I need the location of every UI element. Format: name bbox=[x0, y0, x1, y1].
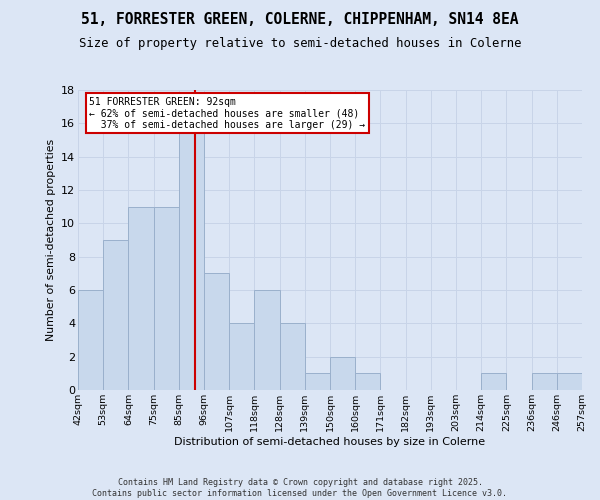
Bar bbox=[532, 374, 557, 390]
Bar bbox=[280, 324, 305, 390]
Bar bbox=[103, 240, 128, 390]
Text: 51 FORRESTER GREEN: 92sqm
← 62% of semi-detached houses are smaller (48)
  37% o: 51 FORRESTER GREEN: 92sqm ← 62% of semi-… bbox=[89, 96, 365, 130]
Bar bbox=[179, 124, 204, 390]
Bar bbox=[128, 206, 154, 390]
Y-axis label: Number of semi-detached properties: Number of semi-detached properties bbox=[46, 139, 56, 341]
X-axis label: Distribution of semi-detached houses by size in Colerne: Distribution of semi-detached houses by … bbox=[175, 436, 485, 446]
Bar bbox=[154, 206, 179, 390]
Bar bbox=[204, 274, 229, 390]
Text: 51, FORRESTER GREEN, COLERNE, CHIPPENHAM, SN14 8EA: 51, FORRESTER GREEN, COLERNE, CHIPPENHAM… bbox=[81, 12, 519, 28]
Bar bbox=[229, 324, 254, 390]
Text: Contains HM Land Registry data © Crown copyright and database right 2025.
Contai: Contains HM Land Registry data © Crown c… bbox=[92, 478, 508, 498]
Bar bbox=[305, 374, 330, 390]
Bar bbox=[330, 356, 355, 390]
Text: Size of property relative to semi-detached houses in Colerne: Size of property relative to semi-detach… bbox=[79, 38, 521, 51]
Bar bbox=[557, 374, 582, 390]
Bar bbox=[254, 290, 280, 390]
Bar bbox=[355, 374, 380, 390]
Bar bbox=[78, 290, 103, 390]
Bar bbox=[481, 374, 506, 390]
